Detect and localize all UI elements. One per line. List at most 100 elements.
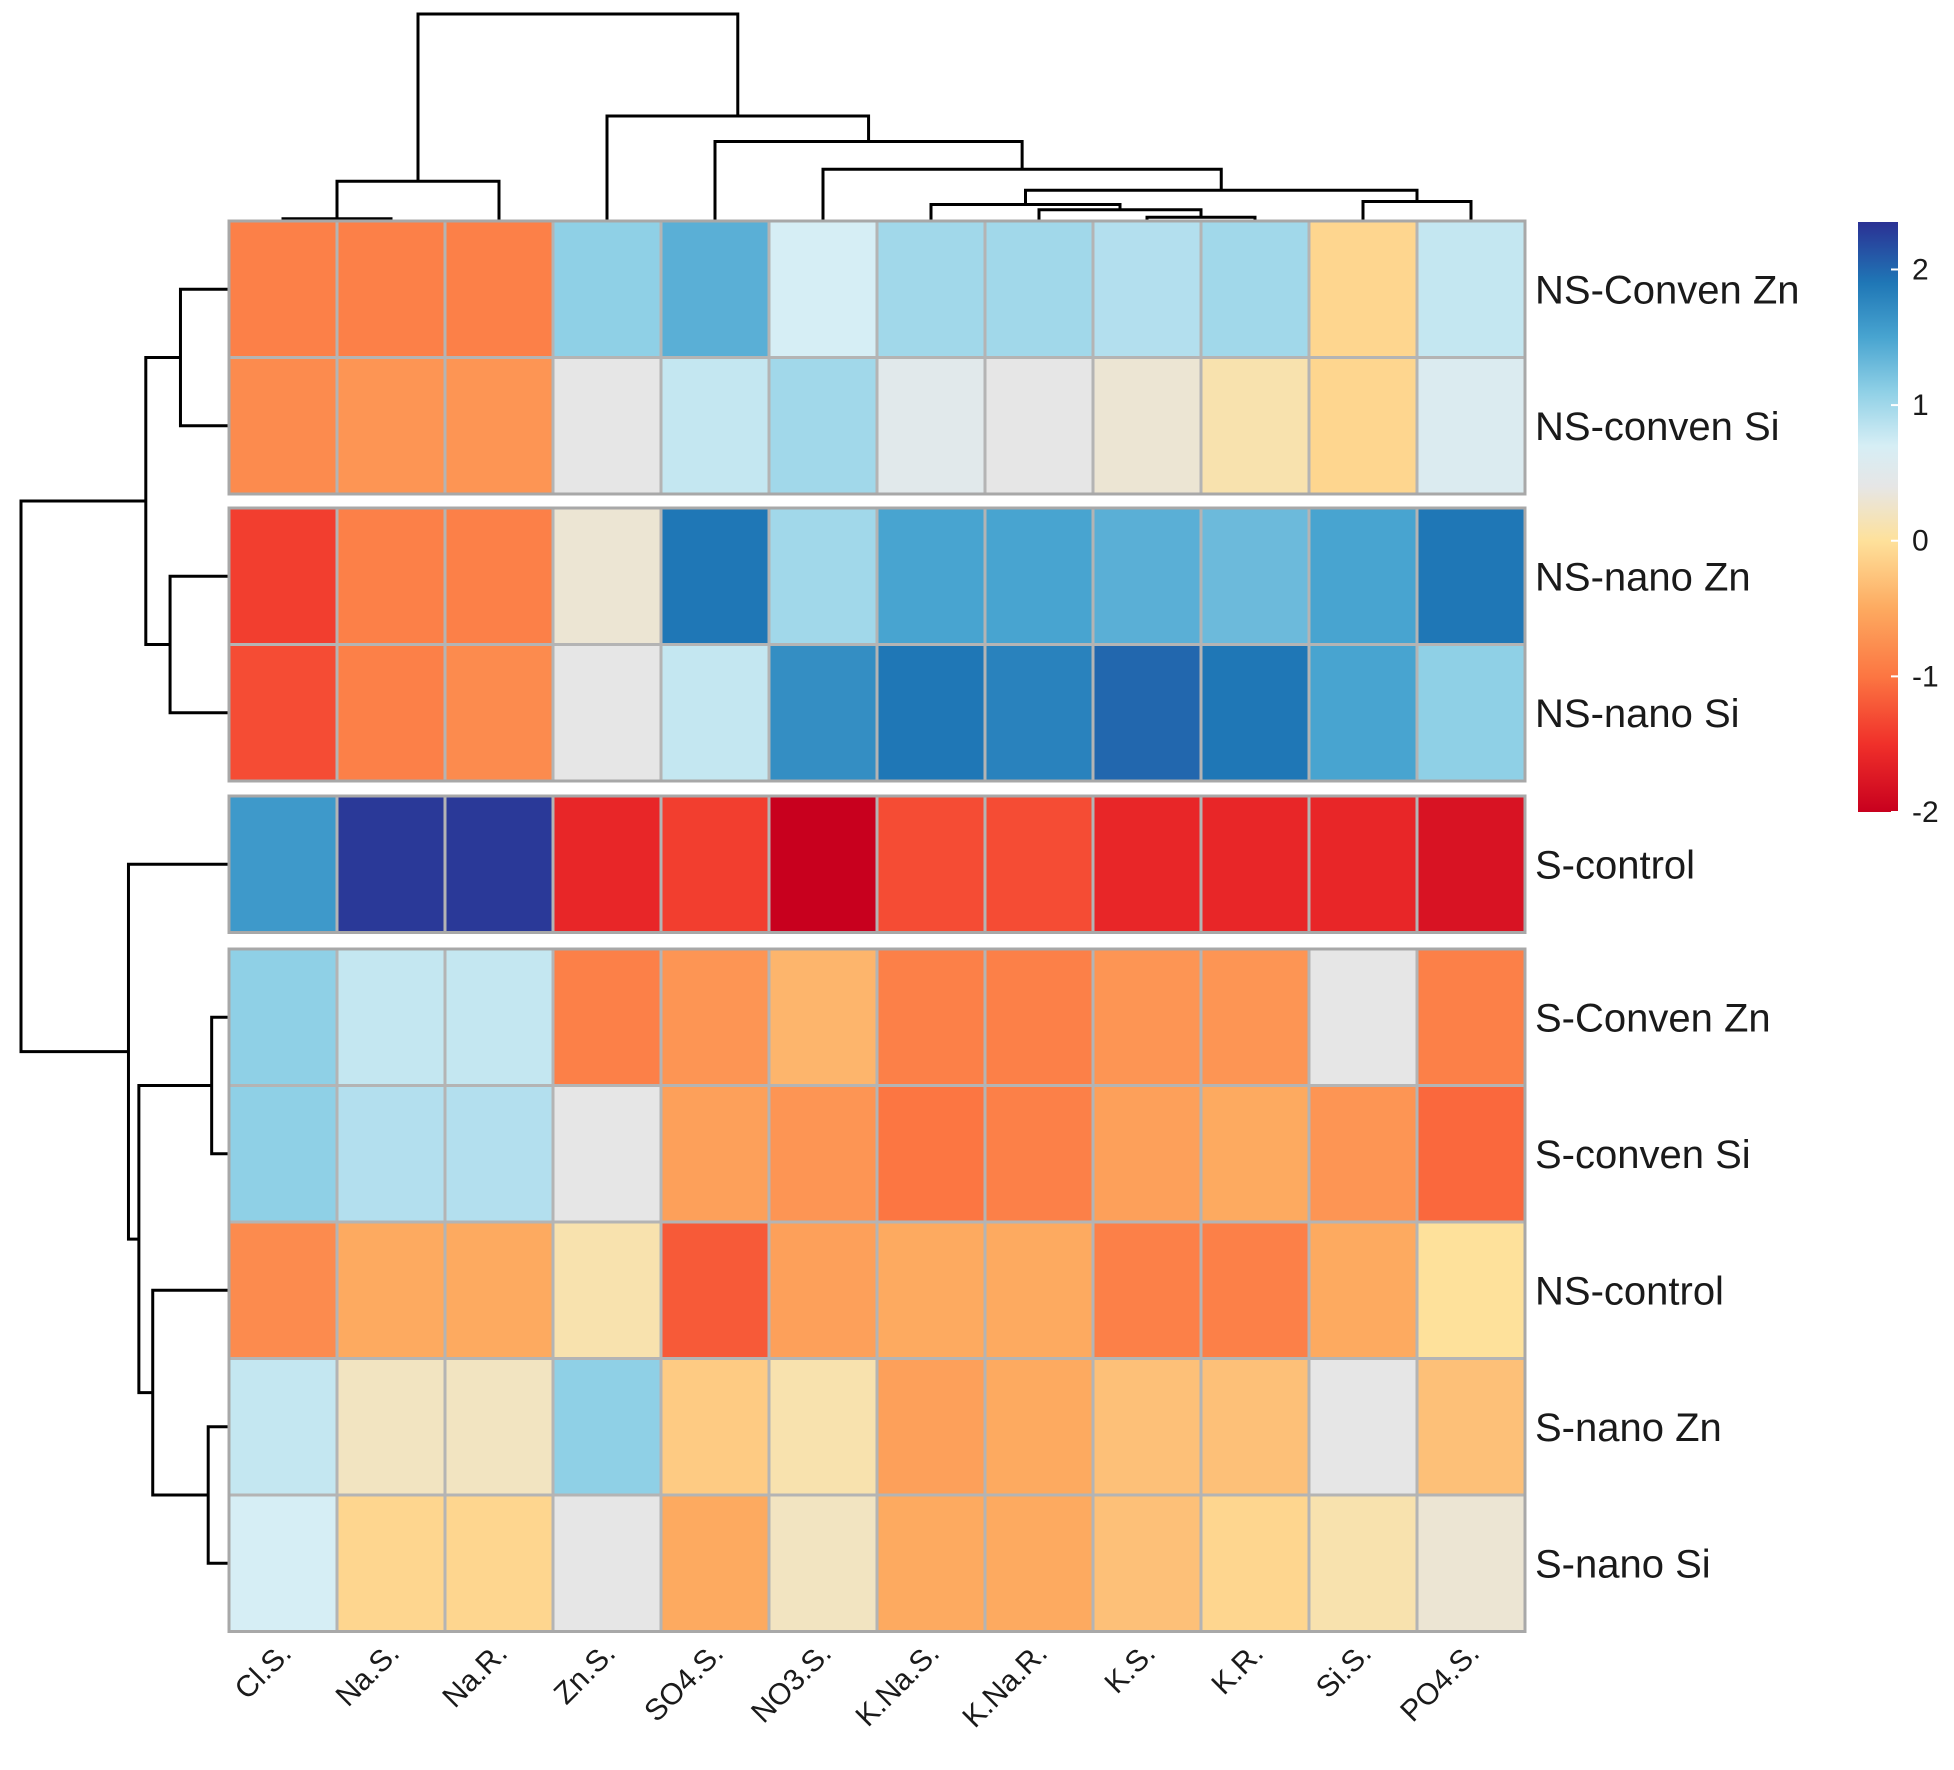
color-legend: 2 1 0 -1 -2 bbox=[1858, 222, 1939, 829]
heatmap-cell bbox=[443, 643, 555, 783]
row-label: S-nano Si bbox=[1535, 1542, 1711, 1586]
heatmap-cell bbox=[335, 794, 447, 934]
heatmap-cell bbox=[659, 1357, 771, 1497]
heatmap-cell bbox=[443, 506, 555, 646]
heatmap-cell bbox=[1199, 794, 1311, 934]
heatmap-cell bbox=[875, 947, 987, 1087]
heatmap-cell bbox=[659, 1493, 771, 1633]
row-label: NS-conven Si bbox=[1535, 405, 1780, 449]
column-label: K.R. bbox=[1205, 1637, 1270, 1702]
row-label: NS-nano Zn bbox=[1535, 555, 1751, 599]
row-group-frame bbox=[227, 506, 1527, 783]
heatmap-cell bbox=[1091, 356, 1203, 496]
heatmap-cell bbox=[875, 1220, 987, 1360]
heatmap-cell bbox=[767, 1084, 879, 1224]
heatmap-cell bbox=[1415, 643, 1527, 783]
heatmap-cell bbox=[335, 1084, 447, 1224]
heatmap-cell bbox=[335, 1357, 447, 1497]
column-dendrogram-link bbox=[335, 179, 501, 221]
column-dendrogram-link bbox=[713, 140, 1024, 221]
heatmap-cell bbox=[1307, 1084, 1419, 1224]
heatmap-cell bbox=[1091, 506, 1203, 646]
column-label: Na.S. bbox=[330, 1637, 406, 1713]
heatmap-cell bbox=[1199, 947, 1311, 1087]
heatmap-cell bbox=[1307, 947, 1419, 1087]
heatmap-cell bbox=[983, 1357, 1095, 1497]
heatmap-cell bbox=[875, 1084, 987, 1224]
heatmap-cell bbox=[983, 1493, 1095, 1633]
heatmap-cell bbox=[335, 643, 447, 783]
heatmap-cell bbox=[1091, 643, 1203, 783]
column-label: SO4.S. bbox=[638, 1637, 730, 1729]
heatmap-cell bbox=[659, 643, 771, 783]
row-label: S-nano Zn bbox=[1535, 1406, 1722, 1450]
heatmap-cell bbox=[1199, 506, 1311, 646]
heatmap-cell bbox=[1199, 219, 1311, 359]
heatmap-cell bbox=[767, 1493, 879, 1633]
heatmap-cell bbox=[551, 1220, 663, 1360]
heatmap-cell bbox=[1307, 1220, 1419, 1360]
row-label: S-Conven Zn bbox=[1535, 996, 1771, 1040]
row-dendrogram bbox=[19, 287, 229, 1565]
heatmap-cell bbox=[227, 643, 339, 783]
column-label: Zn.S. bbox=[548, 1637, 622, 1711]
row-label: S-control bbox=[1535, 843, 1695, 887]
legend-tick-label: -2 bbox=[1912, 796, 1939, 829]
column-label: K.Na.S. bbox=[850, 1637, 946, 1733]
heatmap-cell bbox=[227, 1084, 339, 1224]
heatmap-cell bbox=[1415, 1084, 1527, 1224]
heatmap-cell bbox=[659, 219, 771, 359]
heatmap-cell bbox=[227, 1357, 339, 1497]
column-label: Si.S. bbox=[1310, 1637, 1378, 1705]
legend-tick-label: 0 bbox=[1912, 525, 1929, 558]
column-dendrogram-link bbox=[1024, 188, 1419, 205]
heatmap-cell bbox=[551, 643, 663, 783]
heatmap-cell bbox=[443, 1493, 555, 1633]
column-dendrogram bbox=[281, 12, 1473, 221]
row-group-frame bbox=[227, 947, 1527, 1633]
heatmap-cell bbox=[1415, 1493, 1527, 1633]
heatmap-cell bbox=[767, 947, 879, 1087]
heatmap-cell bbox=[659, 356, 771, 496]
heatmap-cell bbox=[1307, 794, 1419, 934]
heatmap-cell bbox=[983, 947, 1095, 1087]
column-dendrogram-link bbox=[821, 167, 1223, 221]
heatmap-cell bbox=[1415, 219, 1527, 359]
heatmap-cell bbox=[551, 947, 663, 1087]
column-dendrogram-link bbox=[1037, 208, 1203, 221]
column-dendrogram-link bbox=[929, 203, 1122, 221]
heatmap-cell bbox=[551, 219, 663, 359]
heatmap-cell bbox=[551, 506, 663, 646]
heatmap-cell bbox=[875, 506, 987, 646]
column-label: K.S. bbox=[1099, 1637, 1162, 1700]
column-dendrogram-link bbox=[416, 12, 740, 182]
heatmap-cell bbox=[1199, 1357, 1311, 1497]
heatmap-cell bbox=[335, 506, 447, 646]
heatmap-cell bbox=[767, 794, 879, 934]
heatmap-cell bbox=[1199, 1493, 1311, 1633]
heatmap-cell bbox=[1307, 506, 1419, 646]
heatmap-cell bbox=[875, 643, 987, 783]
heatmap-cell bbox=[443, 1357, 555, 1497]
row-dendrogram-link bbox=[151, 1288, 229, 1497]
heatmap-cell bbox=[551, 794, 663, 934]
heatmap-cell bbox=[1415, 1357, 1527, 1497]
heatmap-cell bbox=[767, 506, 879, 646]
heatmap-cell bbox=[767, 219, 879, 359]
heatmap-cell bbox=[551, 1357, 663, 1497]
heatmap-cell bbox=[659, 947, 771, 1087]
heatmap-cell bbox=[659, 1084, 771, 1224]
column-dendrogram-link bbox=[1361, 200, 1473, 221]
heatmap-cell bbox=[983, 219, 1095, 359]
heatmap-cell bbox=[335, 1493, 447, 1633]
legend-tick-label: 2 bbox=[1912, 253, 1929, 286]
heatmap-cell bbox=[1415, 947, 1527, 1087]
heatmap-cell bbox=[443, 1084, 555, 1224]
heatmap-cell bbox=[1415, 356, 1527, 496]
row-dendrogram-link bbox=[19, 499, 146, 1054]
column-label: Na.R. bbox=[436, 1637, 514, 1715]
heatmap-cell bbox=[443, 794, 555, 934]
heatmap-cell bbox=[1307, 1493, 1419, 1633]
heatmap-cell bbox=[443, 947, 555, 1087]
row-label: NS-nano Si bbox=[1535, 692, 1740, 736]
